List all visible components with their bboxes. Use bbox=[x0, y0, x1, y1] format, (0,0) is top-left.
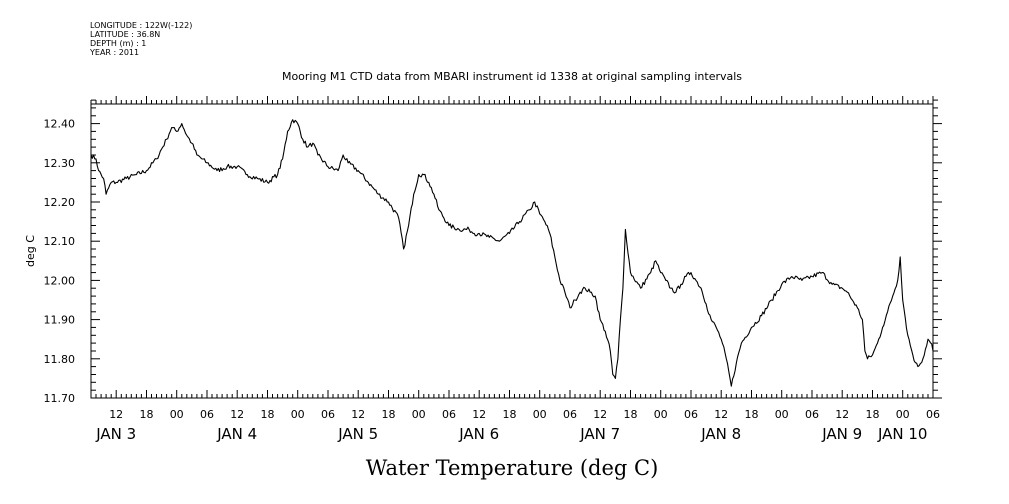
metadata-block: LONGITUDE : 122W(-122) LATITUDE : 36.8N … bbox=[90, 21, 192, 57]
x-hour-tick-label: 06 bbox=[321, 408, 335, 421]
x-day-label: JAN 9 bbox=[821, 425, 862, 443]
y-tick-label: 12.30 bbox=[44, 157, 76, 170]
x-hour-tick-label: 00 bbox=[170, 408, 184, 421]
longitude-label: LONGITUDE : 122W(-122) bbox=[90, 21, 193, 30]
x-hour-tick-label: 18 bbox=[866, 408, 880, 421]
x-hour-tick-label: 12 bbox=[230, 408, 244, 421]
x-day-label: JAN 10 bbox=[877, 425, 928, 443]
x-hour-tick-label: 06 bbox=[805, 408, 819, 421]
chart-title: Mooring M1 CTD data from MBARI instrumen… bbox=[282, 70, 742, 83]
y-tick-label: 12.20 bbox=[44, 196, 76, 209]
x-hour-tick-label: 00 bbox=[896, 408, 910, 421]
x-day-label: JAN 8 bbox=[700, 425, 741, 443]
y-axis-label: deg C bbox=[24, 235, 37, 267]
x-hour-tick-label: 18 bbox=[382, 408, 396, 421]
latitude-label: LATITUDE : 36.8N bbox=[90, 30, 161, 39]
year-label: YEAR : 2011 bbox=[90, 48, 140, 57]
x-hour-tick-label: 12 bbox=[714, 408, 728, 421]
depth-label: DEPTH (m) : 1 bbox=[90, 39, 147, 48]
x-day-label: JAN 7 bbox=[579, 425, 620, 443]
x-day-label: JAN 6 bbox=[458, 425, 499, 443]
x-hour-tick-label: 12 bbox=[109, 408, 123, 421]
x-hour-tick-label: 06 bbox=[684, 408, 698, 421]
x-hour-tick-label: 00 bbox=[412, 408, 426, 421]
x-hour-tick-label: 18 bbox=[140, 408, 154, 421]
x-hour-tick-label: 00 bbox=[533, 408, 547, 421]
y-axis: 11.70 11.80 11.90 12.00 12.10 12.20 12.30 12.40 bbox=[44, 99, 942, 405]
x-hour-tick-label: 18 bbox=[503, 408, 517, 421]
y-tick-label: 12.10 bbox=[44, 235, 76, 248]
x-hour-tick-label: 12 bbox=[351, 408, 365, 421]
x-hour-tick-label: 06 bbox=[442, 408, 456, 421]
y-tick-label: 12.00 bbox=[44, 274, 76, 287]
x-hour-tick-label: 00 bbox=[291, 408, 305, 421]
x-day-label: JAN 4 bbox=[216, 425, 257, 443]
x-hour-tick-label: 18 bbox=[745, 408, 759, 421]
series-line-water-temperature bbox=[90, 119, 934, 387]
x-day-label: JAN 3 bbox=[95, 425, 136, 443]
x-hour-tick-label: 06 bbox=[563, 408, 577, 421]
x-axis-label: Water Temperature (deg C) bbox=[366, 456, 659, 480]
x-hour-tick-label: 06 bbox=[926, 408, 940, 421]
x-hour-tick-label: 18 bbox=[624, 408, 638, 421]
x-hour-tick-label: 12 bbox=[835, 408, 849, 421]
x-hour-tick-label: 18 bbox=[261, 408, 275, 421]
x-hour-tick-label: 12 bbox=[593, 408, 607, 421]
x-hour-tick-label: 06 bbox=[200, 408, 214, 421]
plot-frame bbox=[90, 103, 934, 399]
x-hour-tick-label: 00 bbox=[654, 408, 668, 421]
x-hour-tick-label: 00 bbox=[775, 408, 789, 421]
y-tick-label: 12.40 bbox=[44, 118, 76, 131]
x-day-label: JAN 5 bbox=[337, 425, 378, 443]
y-tick-label: 11.80 bbox=[44, 353, 76, 366]
x-hour-tick-label: 12 bbox=[472, 408, 486, 421]
x-axis: 12 18 00 06 12 18 00 06 12 18 00 06 12 18 00 06 12 18 00 06… bbox=[90, 96, 940, 443]
y-tick-label: 11.70 bbox=[44, 392, 76, 405]
y-tick-label: 11.90 bbox=[44, 314, 76, 327]
